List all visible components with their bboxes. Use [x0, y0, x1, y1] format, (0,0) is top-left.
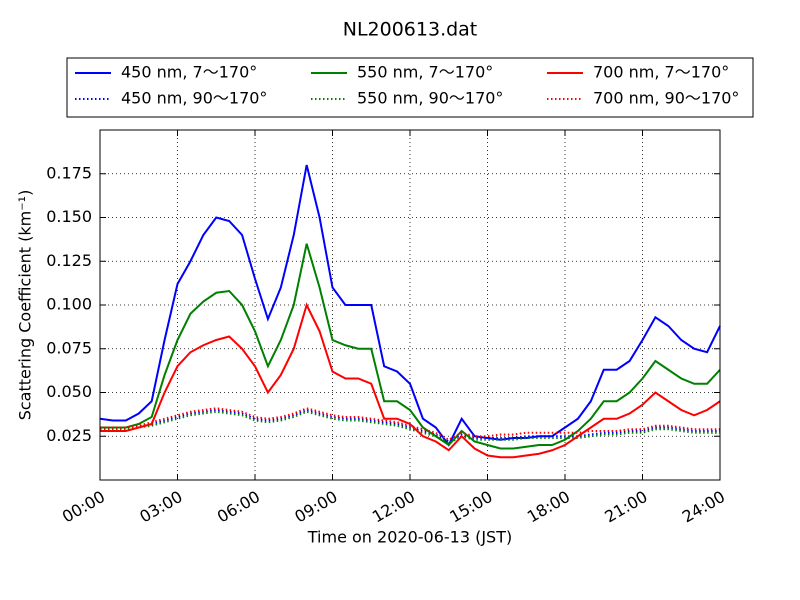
- y-tick-label: 0.075: [46, 338, 92, 357]
- chart-title: NL200613.dat: [343, 19, 478, 41]
- legend-label: 450 nm, 7～170°: [121, 63, 257, 82]
- y-tick-label: 0.175: [46, 163, 92, 182]
- y-tick-label: 0.100: [46, 295, 92, 314]
- legend-label: 700 nm, 7～170°: [593, 63, 729, 82]
- legend-label: 700 nm, 90～170°: [593, 89, 739, 108]
- y-tick-label: 0.125: [46, 251, 92, 270]
- y-axis-label: Scattering Coefficient (km⁻¹): [16, 190, 35, 421]
- data-line: [99, 164, 721, 447]
- data-line: [100, 302, 721, 459]
- plot-area: [99, 130, 721, 480]
- x-axis-label: Time on 2020-06-13 (JST): [307, 528, 512, 547]
- legend: [66, 57, 754, 118]
- data-line: [100, 408, 720, 443]
- data-line: [100, 407, 720, 441]
- data-line: [100, 243, 721, 450]
- data-line: [100, 410, 720, 445]
- legend-label: 550 nm, 7～170°: [357, 63, 493, 82]
- legend-label: 550 nm, 90～170°: [357, 89, 503, 108]
- y-tick-label: 0.025: [46, 426, 92, 445]
- legend-label: 450 nm, 90～170°: [121, 89, 267, 108]
- y-tick-label: 0.050: [46, 382, 92, 401]
- y-tick-label: 0.150: [46, 207, 92, 226]
